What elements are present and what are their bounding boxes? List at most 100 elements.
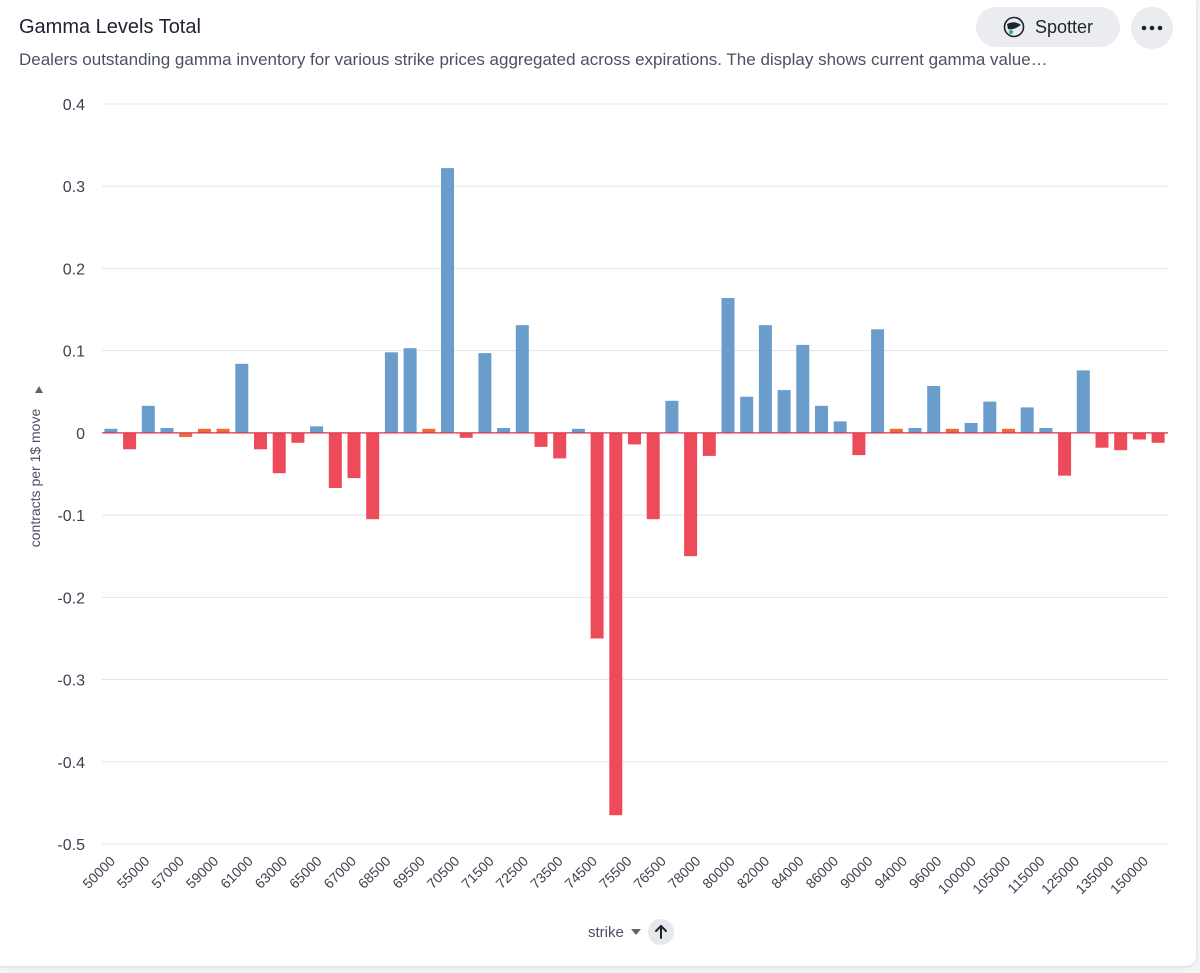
y-tick-label: -0.1	[57, 508, 85, 525]
bar[interactable]	[964, 423, 978, 433]
x-tick-label: 68500	[355, 853, 394, 892]
x-tick-label: 57000	[148, 853, 187, 892]
y-tick-labels: 0.4 0.3 0.2 0.1 0 -0.1 -0.2 -0.3 -0.4 -0.5	[57, 97, 85, 854]
bar[interactable]	[254, 432, 267, 450]
bar[interactable]	[758, 325, 772, 433]
bar[interactable]	[889, 428, 903, 433]
bar[interactable]	[459, 432, 473, 438]
bar[interactable]	[927, 386, 941, 433]
bar[interactable]	[1132, 432, 1146, 440]
y-tick-label: 0.2	[63, 261, 85, 278]
bar[interactable]	[833, 421, 847, 433]
x-tick-label: 78000	[665, 853, 704, 892]
x-tick-label: 84000	[768, 853, 807, 892]
bar[interactable]	[908, 428, 922, 433]
bar[interactable]	[534, 432, 548, 447]
bar[interactable]	[104, 428, 118, 433]
bar[interactable]	[384, 352, 398, 433]
bar[interactable]	[216, 428, 230, 433]
x-tick-label: 86000	[802, 853, 841, 892]
bar[interactable]	[571, 428, 585, 433]
x-tick-label: 67000	[320, 853, 359, 892]
bar[interactable]	[272, 432, 286, 474]
bar[interactable]	[1095, 432, 1109, 448]
spotter-label: Spotter	[1034, 16, 1094, 37]
bar[interactable]	[1020, 407, 1034, 433]
bar[interactable]	[609, 432, 623, 816]
x-tick-label: 90000	[837, 853, 876, 892]
y-tick-label: -0.2	[57, 590, 85, 607]
y-tick-label: 0.4	[63, 97, 85, 114]
x-tick-label: 50000	[79, 853, 118, 892]
gamma-bar-chart: 0.40.30.20.10-0.1-0.2-0.3-0.4-0.5 500005…	[27, 97, 1168, 897]
x-axis-control[interactable]: strike	[588, 919, 674, 945]
bar[interactable]	[553, 432, 567, 459]
bar[interactable]	[515, 325, 529, 433]
bar[interactable]	[141, 405, 155, 433]
x-tick-label: 75500	[596, 853, 635, 892]
bar[interactable]	[721, 298, 735, 433]
y-tick-label: 0	[76, 426, 85, 443]
more-horizontal-icon	[1141, 25, 1163, 31]
bar[interactable]	[1114, 432, 1128, 451]
bar[interactable]	[740, 396, 754, 433]
bar[interactable]	[291, 432, 305, 443]
bar[interactable]	[235, 363, 249, 433]
bar[interactable]	[403, 348, 417, 433]
bar[interactable]	[441, 168, 454, 433]
bar[interactable]	[628, 432, 641, 445]
bar[interactable]	[852, 432, 866, 456]
y-axis-label: contracts per 1$ move	[27, 409, 43, 548]
bar[interactable]	[347, 432, 361, 479]
bar[interactable]	[684, 432, 698, 557]
bar[interactable]	[1002, 428, 1015, 433]
bar[interactable]	[328, 432, 342, 488]
bar[interactable]	[777, 390, 791, 433]
bar[interactable]	[310, 426, 324, 433]
bar[interactable]	[983, 401, 997, 433]
bar[interactable]	[945, 428, 959, 433]
y-tick-label: -0.4	[57, 755, 85, 772]
bar[interactable]	[1151, 432, 1165, 443]
x-tick-label: 61000	[217, 853, 256, 892]
x-tick-label: 55000	[114, 853, 153, 892]
bar[interactable]	[815, 405, 828, 433]
x-tick-label: 71500	[458, 853, 497, 892]
y-axis-caret-icon[interactable]	[35, 386, 43, 393]
x-tick-label: 72500	[492, 853, 531, 892]
bar[interactable]	[197, 428, 211, 433]
more-options-button[interactable]	[1131, 7, 1173, 49]
spotter-button[interactable]: Spotter	[976, 7, 1120, 47]
bar[interactable]	[871, 329, 885, 433]
caret-down-icon[interactable]	[630, 928, 642, 936]
bar[interactable]	[1039, 428, 1053, 433]
x-axis-label: strike	[588, 923, 624, 941]
bar[interactable]	[497, 428, 511, 433]
x-tick-label: 59000	[183, 853, 222, 892]
bar[interactable]	[366, 432, 380, 520]
bar[interactable]	[665, 400, 679, 433]
y-axis-title: contracts per 1$ move	[27, 386, 43, 547]
x-tick-label: 82000	[734, 853, 773, 892]
y-tick-label: -0.3	[57, 673, 85, 690]
bar[interactable]	[123, 432, 137, 450]
x-tick-label: 73500	[527, 853, 566, 892]
x-tick-label: 65000	[286, 853, 325, 892]
x-tick-label: 69500	[389, 853, 428, 892]
sort-ascending-button[interactable]	[647, 919, 674, 945]
bar[interactable]	[160, 428, 174, 433]
arrow-up-icon	[654, 925, 667, 939]
y-tick-label: -0.5	[57, 837, 85, 854]
bar[interactable]	[796, 344, 810, 433]
bar[interactable]	[590, 432, 604, 639]
x-tick-label: 150000	[1107, 853, 1151, 897]
y-tick-label: 0.1	[63, 344, 85, 361]
bar[interactable]	[422, 428, 436, 433]
bar[interactable]	[646, 432, 660, 520]
bar[interactable]	[179, 432, 193, 437]
bar[interactable]	[1076, 370, 1090, 433]
bar[interactable]	[1058, 432, 1072, 476]
bar[interactable]	[702, 432, 716, 456]
bar[interactable]	[478, 353, 492, 433]
